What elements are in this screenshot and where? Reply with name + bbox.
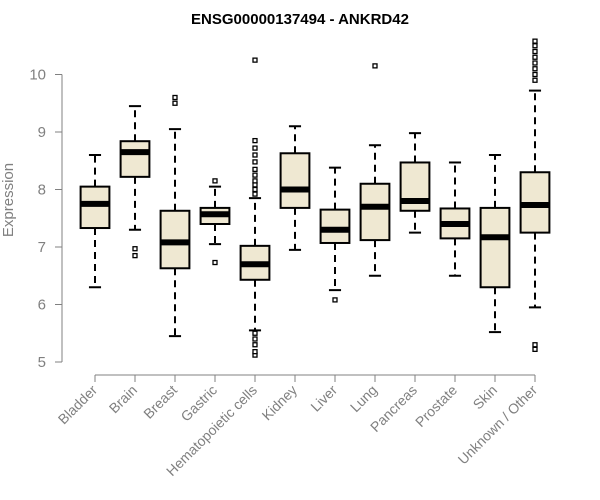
outlier-point (532, 346, 538, 353)
outlier-point (252, 348, 258, 355)
y-tick-label: 10 (29, 67, 46, 84)
box-rect (79, 185, 111, 230)
box-rect (479, 206, 511, 289)
x-tick-label: Lung (347, 382, 380, 415)
x-tick-label: Kidney (259, 382, 301, 424)
outlier-point (212, 259, 218, 266)
outlier-point (252, 172, 258, 178)
outlier-point (372, 63, 378, 69)
outlier-point (252, 57, 258, 63)
box-rect (359, 182, 391, 242)
outlier-point (252, 342, 258, 348)
outlier-point (252, 145, 258, 151)
box-prostate (439, 161, 471, 277)
box-breast (159, 94, 191, 338)
outlier-point (172, 100, 178, 106)
x-tick-label: Breast (140, 382, 180, 422)
x-tick-label: Liver (307, 382, 340, 415)
chart-title: ENSG00000137494 - ANKRD42 (191, 11, 409, 28)
y-tick-label: 9 (38, 124, 46, 141)
x-tick-label: Brain (106, 382, 140, 416)
y-axis: 5 6 7 8 9 10 (29, 67, 63, 371)
outlier-point (532, 38, 538, 44)
outlier-point (532, 77, 538, 83)
outlier-point (252, 137, 258, 144)
box-rect (319, 208, 351, 244)
box-unknown-other (519, 38, 551, 353)
outlier-point (532, 54, 538, 60)
boxes-group (79, 38, 551, 358)
box-brain (119, 105, 151, 259)
box-hematopoietic-cells (239, 57, 271, 358)
outlier-point (252, 166, 258, 173)
box-bladder (79, 154, 111, 289)
outlier-point (252, 186, 258, 193)
outlier-point (532, 48, 538, 55)
outlier-point (532, 342, 538, 348)
outlier-point (172, 94, 178, 101)
box-rect (119, 140, 151, 178)
y-axis-label: Expression (0, 163, 17, 237)
outlier-point (252, 336, 258, 342)
y-tick-label: 5 (38, 354, 46, 371)
outlier-point (212, 178, 218, 184)
outlier-point (252, 152, 258, 158)
y-tick-label: 7 (38, 239, 46, 256)
box-rect (279, 152, 311, 209)
outlier-point (252, 178, 258, 184)
outlier-point (532, 60, 538, 66)
box-skin (479, 154, 511, 334)
box-lung (359, 63, 391, 277)
box-gastric (199, 178, 231, 266)
x-tick-label: Skin (470, 382, 501, 413)
outlier-point (132, 252, 138, 259)
outlier-point (532, 66, 538, 72)
outlier-point (252, 159, 258, 165)
outlier-point (252, 330, 258, 336)
outlier-point (332, 297, 338, 303)
outlier-point (132, 246, 138, 252)
box-liver (319, 166, 351, 303)
x-tick-label: Bladder (55, 382, 101, 428)
outlier-point (252, 191, 258, 197)
y-tick-label: 8 (38, 182, 46, 199)
y-tick-label: 6 (38, 297, 46, 314)
box-pancreas (399, 132, 431, 234)
outlier-point (532, 43, 538, 49)
box-kidney (279, 125, 311, 251)
outlier-point (532, 71, 538, 78)
x-tick-label: Prostate (412, 382, 460, 430)
